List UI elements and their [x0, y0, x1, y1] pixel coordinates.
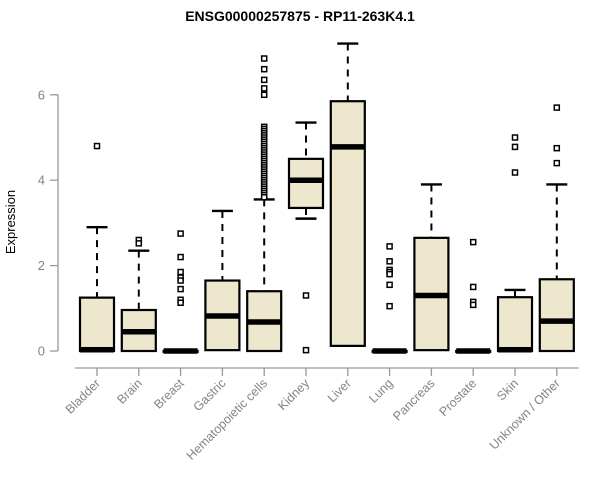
box-gastric: [204, 209, 241, 352]
outlier-point: [135, 240, 143, 247]
x-category-label: Prostate: [436, 376, 479, 419]
outlier-point: [469, 301, 477, 309]
x-category-label: Pancreas: [390, 376, 437, 423]
outlier-point: [511, 134, 519, 141]
x-category-label: Bladder: [63, 376, 103, 416]
outlier-point: [177, 285, 184, 293]
outlier-point: [553, 144, 561, 152]
box-liver: [329, 42, 366, 347]
outlier-point: [177, 253, 184, 261]
y-axis: 0 2 4 6: [38, 87, 59, 359]
box-bladder: [78, 142, 116, 353]
plot-area: [78, 42, 575, 354]
y-axis-label: Expression: [3, 190, 18, 254]
outlier-point: [177, 299, 184, 306]
outlier-point: [511, 169, 519, 176]
box-unknown-other: [538, 104, 575, 353]
outlier-point: [260, 91, 268, 99]
chart-title: ENSG00000257875 - RP11-263K4.1: [185, 8, 415, 24]
box-hematopoietic-cells: [246, 55, 283, 353]
box-brain: [120, 236, 157, 353]
x-category-label: Brain: [114, 376, 145, 407]
box-skin: [496, 134, 534, 353]
y-tick-label: 2: [38, 258, 45, 273]
outlier-point: [177, 277, 184, 284]
outlier-point: [469, 238, 477, 246]
outlier-point: [553, 159, 561, 167]
outlier-point: [260, 194, 268, 201]
box-pancreas: [413, 183, 450, 352]
outlier-point: [93, 142, 101, 150]
outlier-point: [553, 104, 561, 111]
y-tick-label: 4: [38, 173, 45, 188]
y-tick-label: 6: [38, 87, 45, 102]
y-tick-label: 0: [38, 344, 45, 359]
outlier-point: [386, 281, 393, 289]
x-category-label: Kidney: [275, 376, 312, 413]
x-category-label: Gastric: [191, 376, 229, 414]
outlier-point: [302, 292, 310, 299]
x-category-label: Liver: [325, 376, 354, 405]
x-category-label: Lung: [366, 376, 396, 406]
outlier-point: [386, 243, 393, 250]
box-kidney: [287, 121, 325, 354]
box-prostate: [455, 238, 492, 354]
outlier-point: [260, 76, 268, 84]
x-category-label: Hematopoietic cells: [184, 376, 271, 463]
outlier-point: [511, 143, 519, 151]
outlier-point: [177, 230, 184, 237]
x-category-label: Unknown / Other: [487, 376, 563, 452]
outlier-point: [386, 258, 393, 265]
outlier-point: [386, 302, 393, 310]
outlier-point: [386, 270, 393, 278]
outlier-point: [260, 55, 268, 62]
outlier-point: [260, 65, 268, 73]
x-category-label: Breast: [151, 376, 187, 412]
x-category-label: Skin: [494, 376, 521, 403]
box-breast: [162, 230, 199, 354]
outlier-point: [302, 346, 310, 354]
outlier-point: [177, 268, 184, 276]
outlier-point: [469, 283, 477, 291]
outlier-point: [260, 85, 268, 92]
box-lung: [371, 243, 408, 354]
